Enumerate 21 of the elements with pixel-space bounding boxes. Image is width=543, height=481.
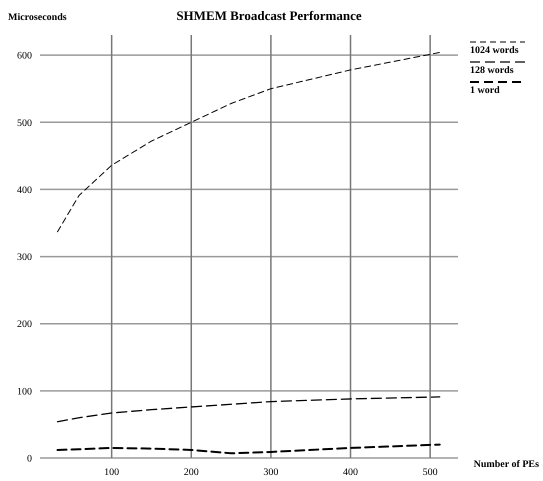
y-tick-label: 200	[17, 319, 32, 330]
text: 1024 words	[470, 45, 519, 56]
chart-title: SHMEM Broadcast Performance	[176, 8, 362, 23]
y-tick-label: 600	[17, 50, 32, 62]
y-tick-label: 300	[17, 252, 32, 264]
y-tick-label: 100	[17, 386, 32, 398]
text: 1 word	[470, 85, 500, 96]
y-tick-label: 500	[17, 118, 32, 129]
x-tick-label: 300	[263, 467, 278, 478]
line-series	[56, 396, 440, 422]
line-series	[57, 52, 440, 232]
y-tick-label: 0	[27, 454, 32, 464]
x-axis-title: Number of PEs	[474, 459, 540, 470]
x-tick-label: 200	[184, 467, 199, 478]
y-axis-title: Microseconds	[8, 12, 67, 23]
x-tick-label: 400	[343, 467, 358, 478]
x-tick-label: 100	[104, 467, 120, 478]
text: 128 words	[470, 65, 514, 76]
line-series	[56, 444, 441, 454]
y-tick-label: 400	[17, 184, 32, 196]
x-tick-label: 500	[422, 467, 438, 478]
